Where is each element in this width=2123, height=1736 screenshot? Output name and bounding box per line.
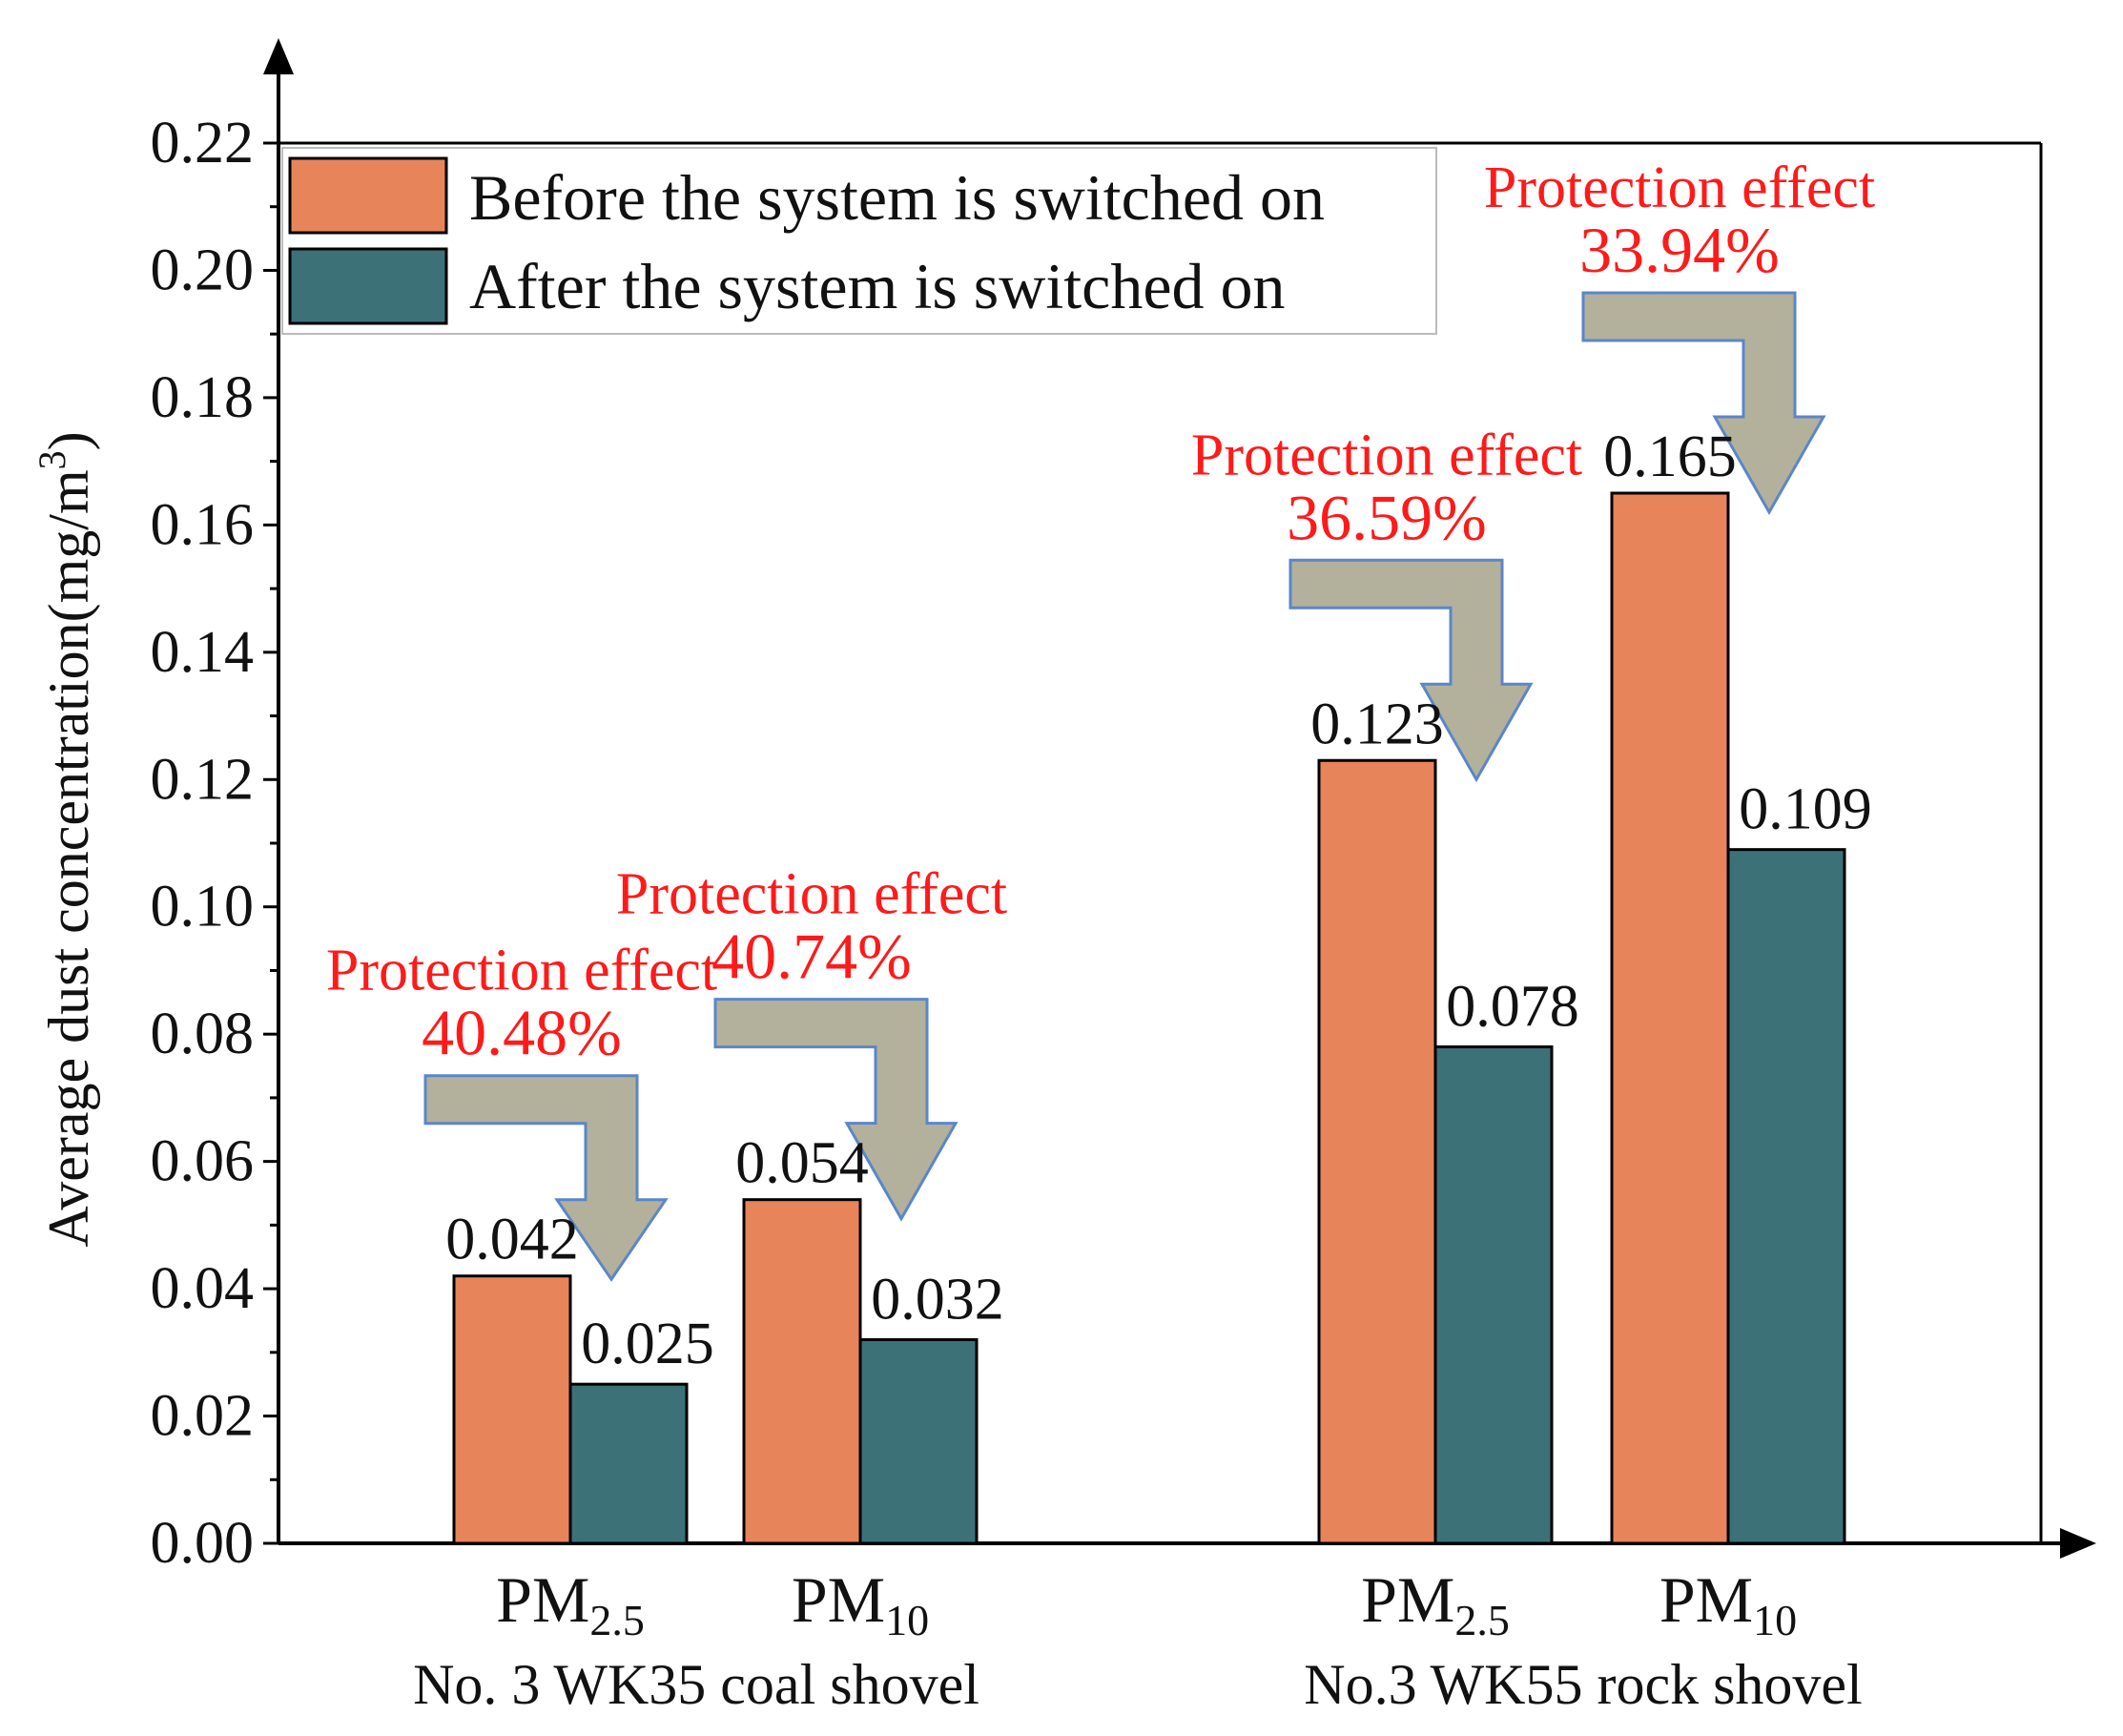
y-tick-label: 0.08 xyxy=(151,1002,255,1066)
value-label-before: 0.042 xyxy=(445,1208,579,1272)
category-label: PM10 xyxy=(1659,1563,1797,1644)
bar-after xyxy=(858,1337,979,1545)
legend-label-before: Before the system is switched on xyxy=(469,161,1325,234)
legend-swatch-before xyxy=(288,156,448,235)
group-label: No.3 WK55 rock shovel xyxy=(1304,1653,1862,1716)
y-tick-label: 0.16 xyxy=(151,492,255,557)
y-tick-label: 0.20 xyxy=(151,238,255,302)
y-axis-label: Average dust concentration(mg/m3) xyxy=(31,431,100,1247)
protection-effect-percent: 36.59% xyxy=(1287,481,1487,553)
protection-arrow-icon xyxy=(423,1074,669,1282)
protection-effect-percent: 33.94% xyxy=(1579,214,1780,286)
bar-before xyxy=(452,1274,572,1545)
protection-effect-label: Protection effect xyxy=(1191,423,1582,487)
legend-box xyxy=(281,147,1437,335)
y-tick-label: 0.02 xyxy=(151,1384,255,1449)
value-label-after: 0.025 xyxy=(581,1312,714,1376)
y-tick-label: 0.14 xyxy=(151,620,255,685)
bar-after xyxy=(1726,848,1846,1545)
value-label-before: 0.123 xyxy=(1310,692,1444,756)
value-label-after: 0.109 xyxy=(1739,777,1872,842)
protection-effect-percent: 40.74% xyxy=(711,920,912,993)
x-axis-arrow-icon xyxy=(2060,1528,2096,1559)
protection-effect-label: Protection effect xyxy=(326,939,717,1003)
category-label: PM2.5 xyxy=(1361,1563,1510,1644)
bar-after xyxy=(568,1382,689,1545)
value-label-after: 0.032 xyxy=(871,1267,1004,1332)
protection-arrow-icon xyxy=(1581,291,1826,516)
y-tick-label: 0.22 xyxy=(151,111,255,176)
bar-before xyxy=(1317,758,1437,1545)
y-tick-label: 0.04 xyxy=(151,1256,255,1321)
protection-effect-label: Protection effect xyxy=(616,862,1007,927)
y-tick-label: 0.00 xyxy=(151,1511,255,1576)
protection-effect-label: Protection effect xyxy=(1484,155,1875,220)
value-label-before: 0.165 xyxy=(1603,424,1737,489)
bar-before xyxy=(742,1198,862,1545)
y-tick-label: 0.12 xyxy=(151,747,255,812)
y-tick-label: 0.10 xyxy=(151,875,255,940)
category-label: PM10 xyxy=(792,1563,929,1644)
value-label-before: 0.054 xyxy=(735,1131,869,1196)
category-label: PM2.5 xyxy=(496,1563,645,1644)
protection-effect-percent: 40.48% xyxy=(422,997,622,1069)
group-label: No. 3 WK35 coal shovel xyxy=(413,1653,979,1716)
value-label-after: 0.078 xyxy=(1446,975,1579,1040)
y-tick-label: 0.06 xyxy=(151,1129,255,1194)
y-axis-arrow-icon xyxy=(263,38,294,74)
protection-arrow-icon xyxy=(713,998,958,1222)
legend-label-after: After the system is switched on xyxy=(469,250,1286,322)
legend-swatch-after xyxy=(288,247,448,325)
bar-before xyxy=(1610,491,1730,1545)
bar-after xyxy=(1433,1045,1554,1545)
y-tick-label: 0.18 xyxy=(151,365,255,430)
protection-arrow-icon xyxy=(1288,558,1534,783)
